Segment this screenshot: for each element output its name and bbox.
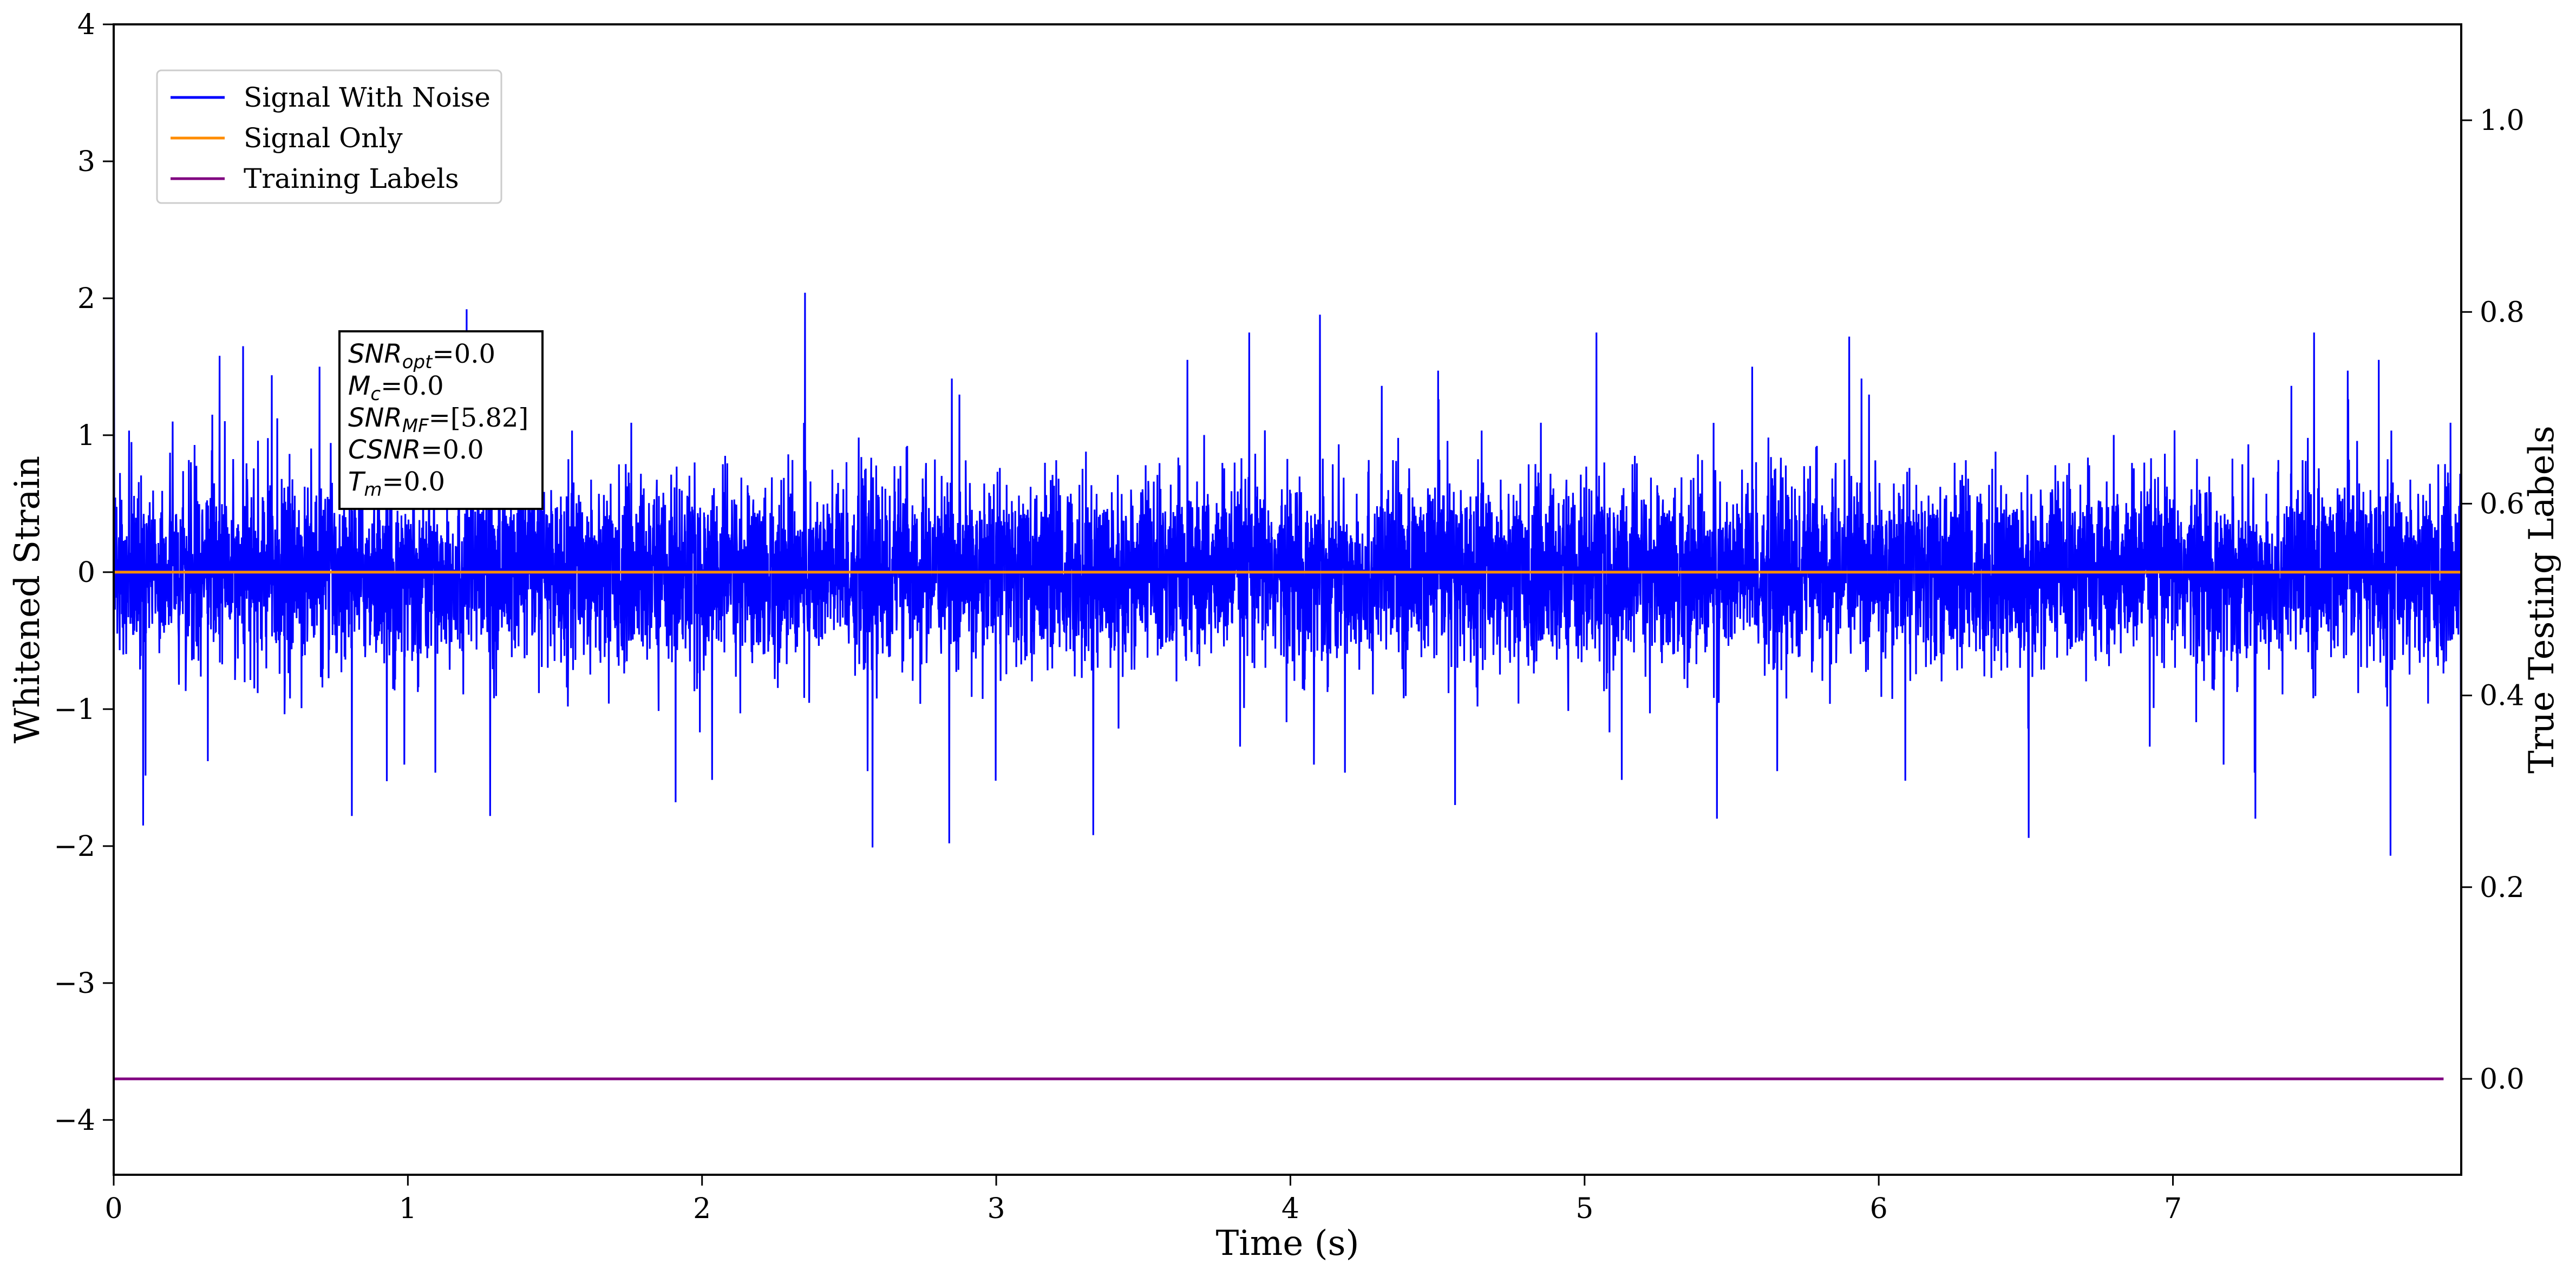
x-tick-label: 7 — [2164, 1193, 2182, 1225]
y-right-tick-label: 0.6 — [2480, 488, 2525, 520]
x-tick-label: 1 — [399, 1193, 417, 1225]
x-tick-label: 5 — [1575, 1193, 1593, 1225]
x-tick-label: 2 — [693, 1193, 711, 1225]
annotation-line: Mc=0.0 — [348, 371, 444, 405]
y-left-tick-label: −1 — [54, 693, 95, 726]
annotation-line: SNRMF=[5.82] — [348, 403, 528, 437]
y-right-tick-label: 1.0 — [2480, 104, 2525, 137]
y-axis-right-label: True Testing Labels — [2522, 426, 2562, 774]
y-axis-right: 0.0 0.2 0.4 0.6 0.8 1.0 — [2461, 104, 2525, 1096]
y-axis-left: −4 −3 −2 −1 0 1 2 3 4 — [54, 9, 114, 1137]
y-right-tick-label: 0.4 — [2480, 680, 2525, 712]
y-left-tick-label: −4 — [54, 1104, 95, 1137]
y-left-tick-label: 1 — [77, 420, 95, 452]
legend-entry-signal-only: Signal Only — [244, 122, 403, 154]
y-right-tick-label: 0.2 — [2480, 872, 2525, 904]
legend-entry-signal-with-noise: Signal With Noise — [244, 82, 491, 113]
x-axis: 0 1 2 3 4 5 6 7 — [104, 1175, 2182, 1225]
x-axis-label: Time (s) — [1216, 1223, 1359, 1264]
legend-box — [156, 69, 502, 204]
y-left-tick-label: −3 — [54, 967, 95, 1000]
annotation-box — [338, 330, 544, 510]
y-left-tick-label: 4 — [77, 9, 95, 41]
y-left-tick-label: 3 — [77, 146, 95, 178]
y-right-tick-label: 0.0 — [2480, 1063, 2525, 1096]
y-left-tick-label: 2 — [77, 283, 95, 315]
annotation-line: Tm=0.0 — [348, 467, 445, 501]
x-tick-label: 0 — [104, 1193, 122, 1225]
y-right-tick-label: 0.8 — [2480, 296, 2525, 329]
legend: Signal With Noise Signal Only Training Lab… — [156, 69, 502, 204]
series-layer — [114, 93, 2461, 1127]
plot-frame — [113, 23, 2462, 1176]
series-line-signal-with-noise — [114, 93, 2461, 1127]
annotation-line: SNRopt=0.0 — [348, 339, 495, 373]
legend-entry-training-labels: Training Labels — [244, 163, 459, 194]
x-tick-label: 6 — [1870, 1193, 1888, 1225]
x-tick-label: 3 — [988, 1193, 1005, 1225]
y-axis-left-label: Whitened Strain — [8, 456, 48, 743]
x-tick-label: 4 — [1282, 1193, 1299, 1225]
metrics-annotation-box: SNRopt=0.0Mc=0.0SNRMF=[5.82]CSNR=0.0Tm=0… — [338, 330, 544, 510]
y-left-tick-label: −2 — [54, 830, 95, 863]
annotation-line: CSNR=0.0 — [348, 435, 484, 465]
y-left-tick-label: 0 — [77, 557, 95, 589]
